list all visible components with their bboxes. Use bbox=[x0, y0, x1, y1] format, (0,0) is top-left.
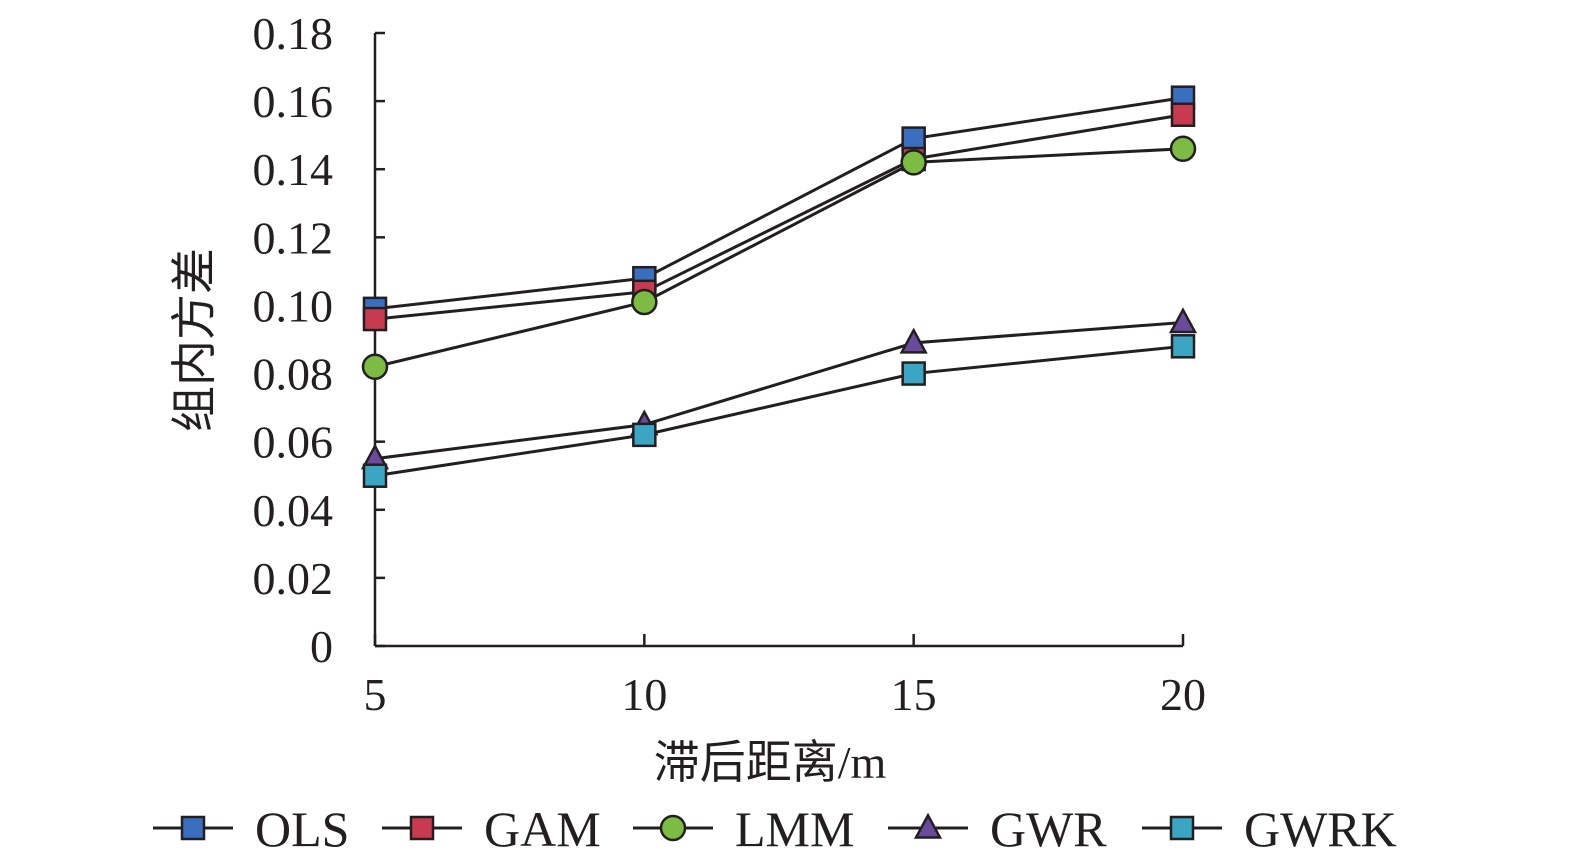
series-line-gwrk bbox=[374, 344, 1184, 478]
data-point-lmm bbox=[900, 149, 927, 176]
legend-marker bbox=[913, 812, 943, 839]
data-point-gwrk bbox=[901, 361, 926, 386]
legend-label: GAM bbox=[484, 801, 601, 857]
data-point-gwr bbox=[1168, 307, 1198, 334]
series-gwr bbox=[374, 320, 1184, 461]
y-tick-label: 0.08 bbox=[253, 349, 334, 400]
series-markers-lmm bbox=[361, 135, 1197, 380]
y-tick-label: 0 bbox=[310, 621, 333, 672]
legend-label: LMM bbox=[735, 801, 854, 857]
data-point-lmm bbox=[1169, 135, 1197, 163]
x-tick-label: 5 bbox=[364, 669, 387, 720]
y-tick-label: 0.18 bbox=[253, 8, 334, 59]
x-tick-label: 15 bbox=[891, 669, 937, 720]
series-ols bbox=[374, 96, 1184, 311]
legend-item-ols: OLS bbox=[153, 801, 349, 857]
data-point-gwrk bbox=[632, 422, 657, 448]
y-tick-label: 0.16 bbox=[253, 76, 334, 127]
series-markers-gwrk bbox=[362, 334, 1196, 488]
data-point-lmm bbox=[631, 288, 658, 316]
y-tick-label: 0.06 bbox=[253, 417, 334, 468]
data-point-gwrk bbox=[1170, 334, 1196, 359]
y-tick-label: 0.12 bbox=[253, 212, 334, 263]
series-line-ols bbox=[374, 96, 1184, 311]
legend-label: GWRK bbox=[1244, 801, 1397, 857]
y-tick-label: 0.04 bbox=[253, 485, 334, 536]
series-layer bbox=[360, 85, 1198, 488]
data-point-ols bbox=[901, 126, 926, 151]
legend: OLS GAM LMM GWR GWRK bbox=[153, 801, 1397, 857]
legend-item-lmm: LMM bbox=[633, 801, 854, 857]
legend-item-gam: GAM bbox=[382, 801, 601, 857]
series-gam bbox=[374, 113, 1184, 321]
axes bbox=[373, 33, 1183, 648]
legend-marker bbox=[659, 814, 687, 842]
legend-item-gwrk: GWRK bbox=[1142, 801, 1397, 857]
y-tick-label: 0.14 bbox=[253, 144, 334, 195]
data-point-gwrk bbox=[362, 463, 388, 488]
data-point-gam bbox=[362, 306, 388, 332]
y-tick-label: 0.02 bbox=[253, 553, 334, 604]
y-ticks: 0 0.02 0.04 0.06 0.08 0.10 0.12 0.14 0.16 0.18 bbox=[253, 8, 385, 672]
legend-marker bbox=[180, 815, 206, 841]
x-axis-title: 滞后距离/m bbox=[654, 737, 887, 788]
x-tick-label: 20 bbox=[1160, 669, 1206, 720]
x-ticks: 5 10 15 20 bbox=[364, 634, 1206, 720]
x-tick-label: 10 bbox=[621, 669, 667, 720]
series-markers-ols bbox=[362, 85, 1196, 322]
legend-item-gwr: GWR bbox=[888, 801, 1107, 857]
series-lmm bbox=[374, 147, 1184, 369]
data-point-gwr bbox=[899, 327, 928, 354]
series-line-gam bbox=[374, 113, 1184, 321]
y-axis-title: 组内方差 bbox=[169, 248, 220, 432]
legend-label: GWR bbox=[990, 801, 1107, 857]
legend-marker bbox=[409, 815, 435, 841]
series-line-lmm bbox=[374, 147, 1184, 369]
series-gwrk bbox=[374, 344, 1184, 478]
legend-marker bbox=[1169, 815, 1195, 841]
data-point-lmm bbox=[361, 353, 389, 380]
y-tick-label: 0.10 bbox=[253, 280, 334, 331]
legend-label: OLS bbox=[255, 801, 349, 857]
data-point-gam bbox=[1170, 102, 1196, 127]
series-line-gwr bbox=[374, 320, 1184, 461]
